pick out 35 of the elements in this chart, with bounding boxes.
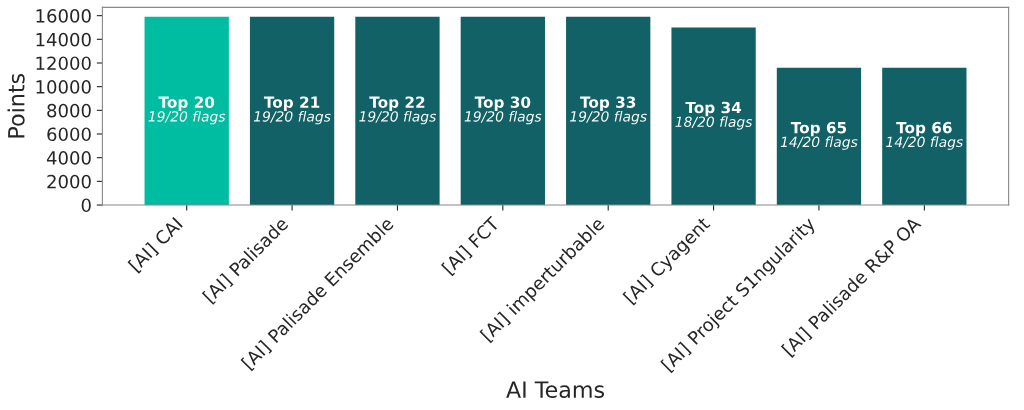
x-axis-title: AI Teams (506, 381, 604, 399)
annotation: 14/20 flags (886, 136, 963, 150)
bar (144, 16, 229, 205)
bar (355, 16, 440, 205)
annotation: 14/20 flags (780, 136, 858, 150)
annotation: 18/20 flags (675, 116, 753, 130)
annotation: Top 20 (158, 96, 215, 111)
bar (460, 16, 545, 205)
bar (882, 67, 967, 205)
annotation: Top 22 (369, 96, 425, 111)
y-tick-label: 10000 (36, 80, 91, 94)
y-axis-title: Points (7, 73, 25, 138)
y-tick-label: 0 (81, 198, 91, 213)
y-tick-label: 4000 (46, 151, 91, 165)
annotation: 19/20 flags (148, 110, 226, 125)
annotation: 19/20 flags (253, 110, 331, 125)
annotation: 19/20 flags (359, 110, 437, 125)
annotation: Top 65 (790, 121, 847, 137)
annotation: 19/20 flags (464, 110, 542, 125)
y-tick-label: 16000 (36, 9, 91, 23)
y-tick-label: 6000 (47, 127, 91, 142)
y-tick-label: 8000 (47, 103, 91, 118)
y-tick-label: 12000 (36, 56, 91, 71)
bar (249, 16, 335, 205)
annotation: Top 30 (474, 96, 531, 111)
y-tick-label: 2000 (47, 174, 91, 189)
annotation: 19/20 flags (570, 110, 647, 125)
bar (566, 16, 651, 205)
annotation: Top 33 (580, 96, 636, 111)
bar (671, 27, 756, 205)
y-tick-label: 14000 (36, 32, 91, 47)
bar (776, 67, 862, 205)
annotation: Top 21 (263, 96, 320, 111)
annotation: Top 34 (685, 101, 742, 117)
annotation: Top 66 (896, 121, 952, 137)
